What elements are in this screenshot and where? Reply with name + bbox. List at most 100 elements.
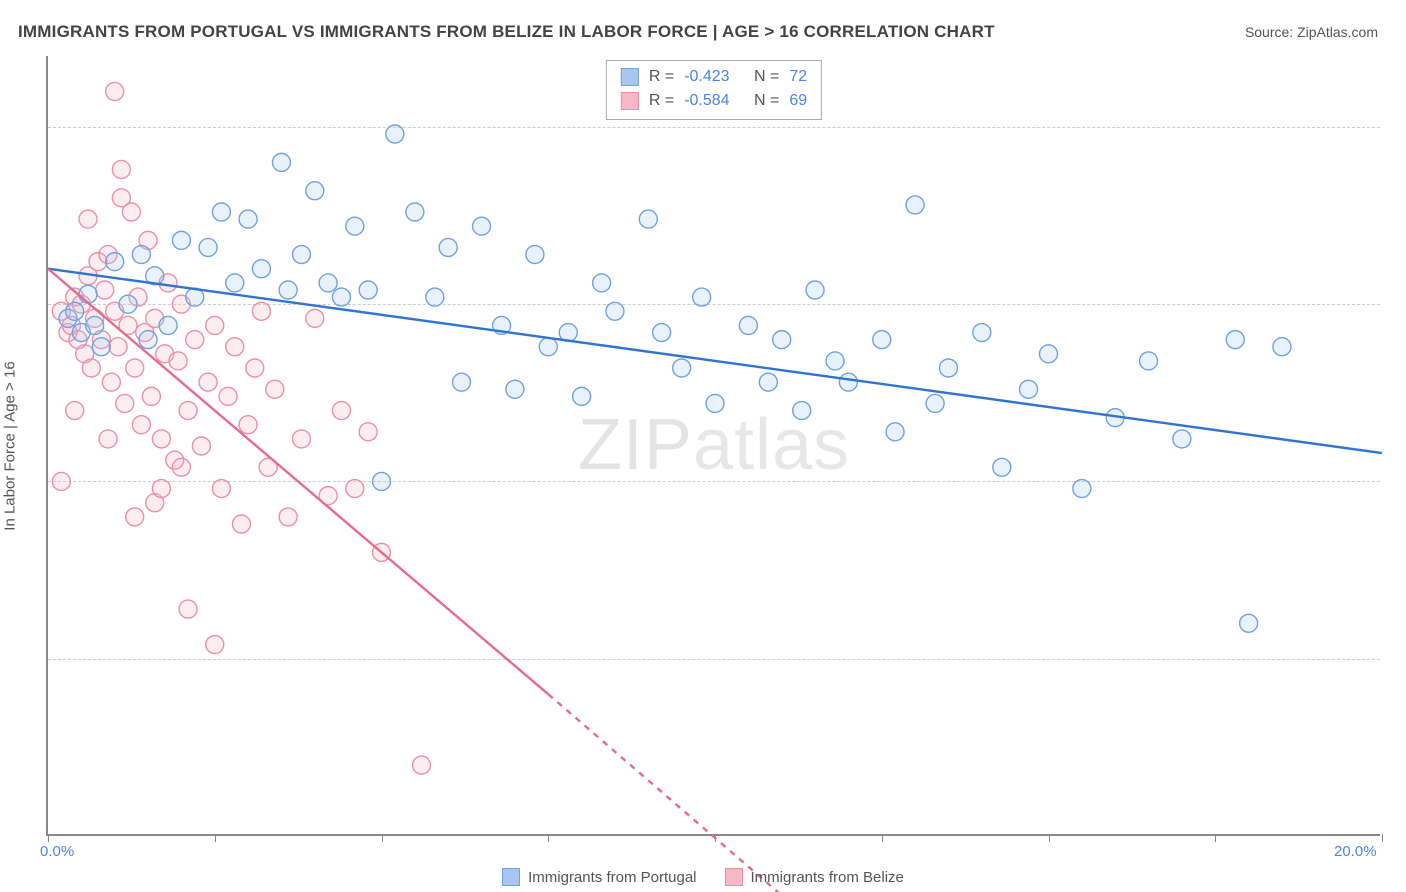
data-point — [226, 338, 244, 356]
data-point — [212, 480, 230, 498]
data-point — [152, 430, 170, 448]
data-point — [66, 302, 84, 320]
plot-area: ZIPatlas R = -0.423 N = 72 R = -0.584 N … — [46, 56, 1380, 836]
legend-bottom: Immigrants from Portugal Immigrants from… — [0, 868, 1406, 886]
data-point — [1173, 430, 1191, 448]
data-point — [112, 160, 130, 178]
source-link[interactable]: ZipAtlas.com — [1297, 24, 1378, 40]
correlation-row-portugal: R = -0.423 N = 72 — [621, 65, 807, 89]
data-point — [593, 274, 611, 292]
data-point — [266, 380, 284, 398]
y-tick-label: 42.5% — [1388, 650, 1406, 667]
y-tick-label: 67.5% — [1388, 296, 1406, 313]
legend-item-belize: Immigrants from Belize — [725, 868, 904, 886]
y-tick-label: 80.0% — [1388, 118, 1406, 135]
data-point — [706, 394, 724, 412]
data-point — [239, 210, 257, 228]
data-point — [179, 402, 197, 420]
data-point — [1019, 380, 1037, 398]
data-point — [573, 387, 591, 405]
data-point — [206, 316, 224, 334]
data-point — [439, 238, 457, 256]
data-point — [639, 210, 657, 228]
data-point — [793, 402, 811, 420]
data-point — [106, 82, 124, 100]
chart-title: IMMIGRANTS FROM PORTUGAL VS IMMIGRANTS F… — [18, 22, 995, 42]
data-point — [939, 359, 957, 377]
correlation-legend: R = -0.423 N = 72 R = -0.584 N = 69 — [606, 60, 822, 120]
data-point — [993, 458, 1011, 476]
data-point — [252, 260, 270, 278]
data-point — [346, 217, 364, 235]
x-tick-label: 0.0% — [40, 843, 74, 860]
data-point — [413, 756, 431, 774]
n-value: 72 — [789, 65, 807, 89]
r-label: R = — [649, 65, 674, 89]
scatter-svg — [48, 56, 1380, 834]
data-point — [179, 600, 197, 618]
data-point — [306, 309, 324, 327]
data-point — [453, 373, 471, 391]
data-point — [1226, 331, 1244, 349]
data-point — [226, 274, 244, 292]
n-label: N = — [754, 65, 779, 89]
y-axis-title: In Labor Force | Age > 16 — [2, 361, 19, 530]
data-point — [739, 316, 757, 334]
data-point — [172, 458, 190, 476]
data-point — [1273, 338, 1291, 356]
data-point — [79, 210, 97, 228]
data-point — [773, 331, 791, 349]
data-point — [673, 359, 691, 377]
data-point — [332, 402, 350, 420]
data-point — [973, 324, 991, 342]
data-point — [606, 302, 624, 320]
source-attribution: Source: ZipAtlas.com — [1245, 24, 1378, 40]
square-icon — [725, 868, 743, 886]
data-point — [82, 359, 100, 377]
data-point — [212, 203, 230, 221]
data-point — [139, 331, 157, 349]
data-point — [116, 394, 134, 412]
source-label: Source: — [1245, 24, 1293, 40]
data-point — [106, 253, 124, 271]
data-point — [132, 416, 150, 434]
r-label: R = — [649, 89, 674, 113]
data-point — [759, 373, 777, 391]
x-tick-label: 20.0% — [1334, 843, 1377, 860]
data-point — [359, 281, 377, 299]
r-value: -0.584 — [684, 89, 729, 113]
data-point — [159, 316, 177, 334]
data-point — [839, 373, 857, 391]
data-point — [826, 352, 844, 370]
data-point — [272, 153, 290, 171]
data-point — [373, 472, 391, 490]
data-point — [219, 387, 237, 405]
data-point — [426, 288, 444, 306]
data-point — [406, 203, 424, 221]
y-tick-label: 55.0% — [1388, 473, 1406, 490]
data-point — [252, 302, 270, 320]
data-point — [886, 423, 904, 441]
data-point — [86, 316, 104, 334]
data-point — [539, 338, 557, 356]
regression-line — [548, 694, 795, 892]
data-point — [199, 373, 217, 391]
data-point — [279, 281, 297, 299]
data-point — [292, 246, 310, 264]
data-point — [142, 387, 160, 405]
data-point — [52, 472, 70, 490]
data-point — [232, 515, 250, 533]
data-point — [119, 295, 137, 313]
data-point — [346, 480, 364, 498]
data-point — [99, 430, 117, 448]
data-point — [506, 380, 524, 398]
data-point — [926, 394, 944, 412]
data-point — [152, 480, 170, 498]
r-value: -0.423 — [684, 65, 729, 89]
data-point — [246, 359, 264, 377]
data-point — [239, 416, 257, 434]
data-point — [186, 331, 204, 349]
data-point — [1040, 345, 1058, 363]
square-icon — [621, 92, 639, 110]
data-point — [126, 508, 144, 526]
